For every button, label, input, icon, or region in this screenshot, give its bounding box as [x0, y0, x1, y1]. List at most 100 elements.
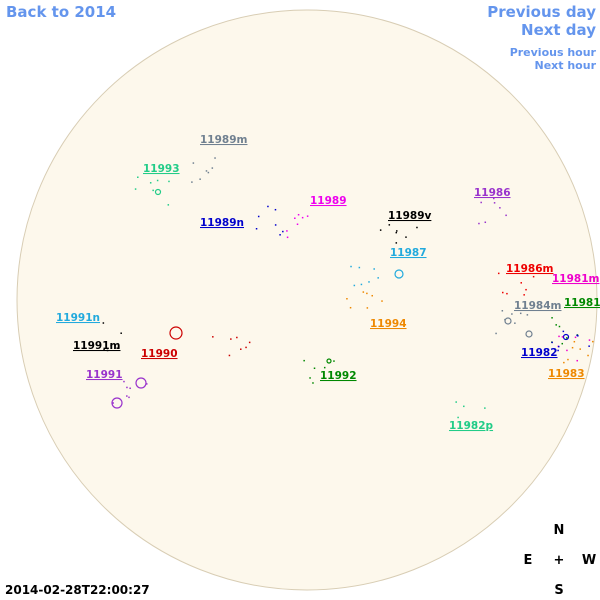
spot-dot: [514, 322, 516, 324]
previous-hour-link[interactable]: Previous hour: [510, 46, 597, 59]
spot-dot: [487, 423, 489, 425]
spot-dot: [137, 176, 139, 179]
next-day-link[interactable]: Next day: [521, 21, 596, 39]
spot-dot: [463, 405, 465, 408]
previous-day-link[interactable]: Previous day: [487, 3, 596, 21]
region-label[interactable]: 11989: [310, 195, 347, 207]
region-label[interactable]: 11990: [141, 348, 178, 360]
compass-south: S: [554, 583, 563, 598]
spot-dot: [312, 382, 314, 384]
spot-dot: [511, 313, 513, 315]
spot: [154, 188, 162, 196]
region-label[interactable]: 11989v: [388, 210, 432, 222]
spot-dot: [156, 179, 159, 182]
spot-dot: [557, 349, 559, 352]
spot-dot: [579, 348, 581, 350]
spot: [562, 333, 570, 341]
timestamp: 2014-02-28T22:00:27: [5, 583, 150, 597]
spot-dot: [335, 372, 338, 374]
spot-dot: [381, 300, 383, 302]
spot-dot: [212, 336, 214, 338]
region-label[interactable]: 11989n: [200, 217, 244, 229]
spot-dot: [230, 338, 232, 340]
spot-dot: [211, 167, 214, 169]
region-label[interactable]: 11987: [390, 247, 427, 259]
spot-dot: [362, 291, 365, 293]
spot: [394, 269, 404, 279]
region-label[interactable]: 11984m: [514, 300, 562, 312]
region-label[interactable]: 11982p: [449, 420, 494, 432]
spot-dot: [519, 312, 522, 315]
sunspot-markers: [111, 188, 570, 409]
spot-dot: [346, 298, 348, 300]
spot-dot: [240, 348, 242, 350]
back-link[interactable]: Back to 2014: [6, 3, 116, 21]
region-label[interactable]: 11986: [474, 187, 511, 199]
spot-dot: [576, 359, 578, 362]
spot-dot: [455, 401, 457, 403]
next-hour-link[interactable]: Next hour: [535, 59, 597, 72]
spot-dot: [294, 217, 296, 220]
spot: [111, 397, 123, 409]
spot-dot: [309, 377, 311, 379]
region-label[interactable]: 11989m: [200, 134, 248, 146]
spot-dot: [192, 162, 195, 164]
spot-dot: [110, 344, 112, 347]
spot-dot: [313, 367, 316, 370]
spot-dot: [379, 229, 382, 231]
spot-dot: [567, 358, 569, 361]
spot-dot: [495, 332, 497, 335]
spot-dot: [566, 349, 568, 352]
compass-north: N: [554, 523, 565, 538]
spot-dot: [368, 281, 370, 283]
spot-dot: [577, 335, 579, 337]
spot-dot: [255, 227, 258, 230]
spot-dot: [303, 359, 305, 362]
spot-dot: [587, 354, 589, 357]
spot-dot: [395, 231, 398, 234]
spot-dot: [562, 330, 565, 333]
spot-dot: [493, 202, 496, 204]
region-label[interactable]: 11982: [521, 347, 558, 359]
spot-dot: [103, 349, 105, 351]
spot-dot: [563, 361, 565, 364]
region-label[interactable]: 11991: [86, 369, 123, 381]
spot-dot: [104, 341, 107, 343]
region-label[interactable]: 11992: [320, 370, 357, 382]
spot-dot: [395, 242, 398, 244]
spot-dot: [566, 337, 568, 339]
spot-dot: [558, 335, 560, 338]
spot-dot: [102, 322, 105, 324]
spot-dot: [306, 215, 309, 217]
region-label[interactable]: 11983: [548, 368, 585, 380]
spot-dot: [146, 383, 148, 385]
region-label[interactable]: 11991m: [73, 340, 121, 352]
spot-dot: [152, 189, 154, 192]
spot-dot: [592, 340, 594, 343]
spot-dot: [484, 221, 487, 224]
spot-dot: [228, 354, 231, 357]
region-label[interactable]: 11981: [564, 297, 600, 309]
region-label[interactable]: 11994: [370, 318, 407, 330]
region-label[interactable]: 11981m: [552, 273, 600, 285]
region-label[interactable]: 11986m: [506, 263, 554, 275]
spot-dot: [353, 284, 356, 287]
spot-dot: [457, 416, 459, 419]
spot-dot: [134, 188, 137, 190]
spot-dot: [504, 318, 506, 321]
spot-dot: [191, 181, 193, 183]
compass-center: +: [554, 553, 565, 568]
spot-dot: [405, 236, 407, 238]
spot-dot: [416, 226, 418, 229]
spot-dot: [501, 310, 504, 312]
spot-dot: [128, 396, 130, 399]
spot-dot: [475, 423, 478, 426]
spot-dot: [388, 224, 391, 226]
solar-disk: [16, 9, 598, 591]
spot-dot: [129, 387, 131, 390]
spot: [326, 358, 332, 364]
region-label[interactable]: 11993: [143, 163, 180, 175]
region-label[interactable]: 11991n: [56, 312, 100, 324]
spot-dot: [571, 346, 574, 349]
spot-dot: [286, 236, 289, 239]
